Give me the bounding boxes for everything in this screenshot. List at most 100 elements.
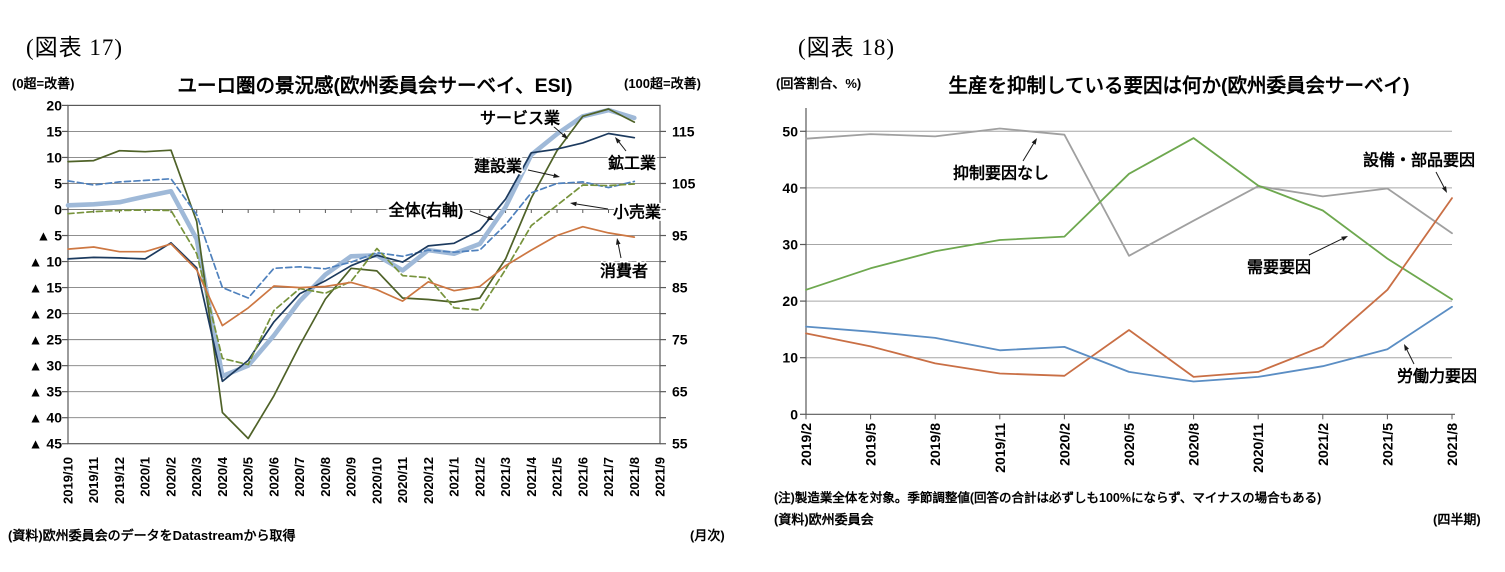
annotation-arrow-equipment-parts-factor-head [1441,186,1447,193]
annotation-label-labour-factor: 労働力要因 [1397,367,1477,386]
series-line-demand-factor [805,137,1453,301]
figure17-x-tick-label: 2019/12 [112,457,127,504]
series-line-industry [67,132,636,383]
series-line-construction [67,177,636,299]
figure17-right-axis-tick-label: 95 [672,228,688,244]
figure17-x-tick-label: 2020/6 [266,457,281,497]
figure18-frequency-note: (四半期) [1433,512,1481,527]
figure18-y-axis-tick-label: 50 [782,123,798,139]
annotation-arrow-retail-line [576,203,609,210]
figure18-x-tick-label: 2020/8 [1186,423,1202,466]
figure17-x-tick-label: 2020/11 [395,457,410,503]
figure17-x-tick-label: 2021/2 [472,457,487,497]
annotation-label-services: サービス業 [480,109,561,128]
annotation-arrow-labour-factor-head [1404,344,1409,351]
annotation-arrow-industry-line [618,141,627,152]
figure17-left-axis-tick-label: ▲ 40 [29,410,63,426]
series-line-retail [67,183,636,366]
figure17-left-axis-tick-label: ▲ 20 [29,306,63,322]
annotation-arrow-industry-head [615,137,621,144]
annotation-equipment-parts-factor: 設備・部品要因 [1361,149,1477,193]
annotation-label-construction: 建設業 [474,157,523,176]
figure18-y-axis-tick-label: 20 [782,293,798,309]
figure17-right-axis-tick-label: 65 [672,384,688,400]
series-line-services [67,108,636,440]
figure18-y-axis-tick-label: 0 [790,406,798,422]
series-line-consumer [67,225,636,327]
figure17-x-tick-label: 2020/5 [241,457,256,497]
figure17-left-axis-tick-label: 5 [54,175,62,191]
figure17-left-axis-tick-label: ▲ 15 [29,280,63,296]
figure18-x-tick-label: 2019/8 [927,423,943,466]
annotation-label-no-constraint: 抑制要因なし [953,164,1049,183]
figure18-x-tick-label: 2019/11 [992,423,1008,473]
figure18-x-tick-label: 2020/11 [1250,423,1266,473]
figure17-plot-border [67,104,661,445]
annotation-arrow-consumer-head [616,238,621,245]
figure17-x-tick-label: 2020/1 [138,457,153,497]
figure17-x-tick-label: 2020/9 [344,457,359,497]
annotation-label-equipment-parts-factor: 設備・部品要因 [1363,151,1475,170]
annotation-consumer: 消費者 [598,238,650,282]
figure18-left-axis-caption: (回答割合、%) [776,76,862,91]
series-line-no-constraint [805,127,1453,257]
annotation-arrow-retail-head [570,201,577,207]
figure17-left-axis-tick-label: ▲ 30 [29,358,63,374]
figure18-x-tick-label: 2021/2 [1315,423,1331,466]
figure17-source: (資料)欧州委員会のデータをDatastreamから取得 [8,528,296,543]
annotation-demand-factor: 需要要因 [1245,236,1348,278]
annotation-label-consumer: 消費者 [600,262,648,281]
figure17-x-tick-label: 2021/5 [550,457,565,497]
annotation-industry: 鉱工業 [606,137,658,174]
annotation-arrow-services-line [552,125,564,136]
annotation-construction: 建設業 [472,155,560,178]
figure17-x-tick-label: 2021/3 [498,457,513,497]
figure17-left-axis-tick-label: ▲ 25 [29,332,63,348]
series-line-esi-overall [65,107,637,379]
figure18-source: (資料)欧州委員会 [774,512,874,527]
figure17-x-tick-label: 2020/4 [215,456,230,497]
annotation-arrow-consumer-line [617,244,622,259]
annotation-label-demand-factor: 需要要因 [1247,258,1311,277]
figure17-x-tick-label: 2021/9 [653,457,668,497]
figure17-x-tick-label: 2020/10 [369,457,384,504]
figure18-y-axis-tick-label: 40 [782,180,798,196]
figure17-left-axis-caption: (0超=改善) [12,76,75,91]
annotation-arrow-construction-head [553,173,560,178]
figure17-x-tick-label: 2021/4 [524,456,539,497]
figure18-label: (図表 18) [798,35,896,60]
figure17-left-axis-tick-label: 10 [46,149,62,165]
figure17-right-axis-tick-label: 55 [672,436,688,452]
figure18-x-tick-label: 2020/5 [1121,423,1137,466]
figure17-right-axis-caption: (100超=改善) [624,76,701,91]
figure18-x-tick-label: 2019/2 [798,423,814,466]
annotation-arrow-labour-factor-line [1406,349,1415,365]
figure17-right-axis-tick-label: 105 [672,175,696,191]
annotation-label-industry: 鉱工業 [608,154,657,173]
figure17-x-tick-label: 2021/7 [601,457,616,497]
figure17-left-axis-tick-label: ▲ 10 [29,254,63,270]
figure18-x-tick-label: 2019/5 [863,423,879,466]
annotation-arrow-no-constraint-line [1022,143,1035,162]
annotation-label-esi-overall: 全体(右軸) [388,201,464,220]
figure17-right-axis-tick-label: 115 [672,123,695,139]
figure17-x-tick-label: 2020/8 [318,457,333,497]
figure17-x-tick-label: 2021/1 [447,457,462,497]
figure17-left-axis-tick-label: ▲ 45 [29,436,63,452]
figure17-x-tick-label: 2021/6 [575,457,590,497]
figure17-frequency-note: (月次) [690,528,725,543]
figure17-left-axis-tick-label: 20 [46,97,62,113]
figure18-x-tick-label: 2021/5 [1379,423,1395,466]
figure17-x-tick-label: 2019/11 [86,457,101,503]
annotation-arrow-demand-factor-line [1308,238,1343,256]
figure17-x-tick-label: 2020/7 [292,457,307,497]
series-line-labour-factor [805,305,1453,383]
figure17-x-tick-label: 2020/2 [163,457,178,497]
figure17-right-axis-tick-label: 85 [672,280,688,296]
annotation-arrow-esi-overall-head [487,215,494,220]
annotation-no-constraint: 抑制要因なし [951,138,1051,184]
